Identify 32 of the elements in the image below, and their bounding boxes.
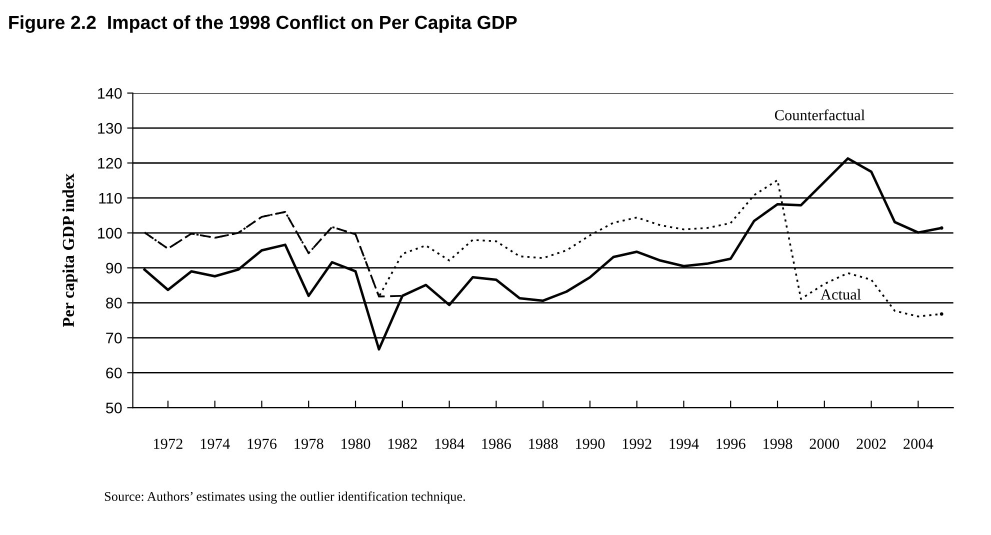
y-tick-label: 70 [106, 332, 122, 344]
x-tick-label: 1998 [764, 438, 792, 449]
series-label: Actual [820, 288, 861, 300]
x-tick-label: 2002 [856, 438, 886, 449]
x-tick-label: 1986 [482, 438, 511, 449]
y-tick-label: 120 [98, 158, 122, 169]
x-tick-label: 1988 [529, 438, 558, 449]
y-tick-label: 110 [99, 192, 122, 204]
y-tick-label: 100 [98, 228, 122, 239]
x-tick-label: 1978 [294, 438, 324, 449]
x-tick-label: 1972 [154, 438, 182, 449]
source-note: Source: Authors’ estimates using the outlier identification technique. [104, 491, 465, 504]
x-tick-label: 1982 [388, 438, 417, 449]
chart-title: Figure 2.2 Impact of the 1998 Conflict on Per Capita GDP [9, 15, 517, 33]
x-tick-label: 1990 [576, 438, 605, 449]
y-tick-label: 140 [98, 88, 122, 99]
y-tick-label: 60 [106, 368, 122, 378]
x-tick-label: 1974 [200, 438, 230, 449]
x-tick-label: 1984 [435, 438, 464, 449]
y-tick-label: 80 [106, 298, 122, 308]
x-tick-label: 1996 [716, 438, 746, 449]
y-tick-label: 130 [98, 122, 122, 134]
x-tick-label: 2000 [810, 438, 840, 449]
x-tick-label: 2004 [904, 438, 934, 449]
y-tick-label: 90 [106, 262, 122, 274]
text: Counterfactual [774, 109, 865, 120]
x-tick-label: 1980 [342, 438, 370, 449]
x-tick-label: 1994 [670, 438, 699, 449]
y-tick-label: 50 [106, 402, 122, 414]
x-tick-label: 1992 [622, 438, 652, 449]
x-tick-label: 1976 [248, 438, 277, 449]
y-axis-title: Per capita GDP index [62, 174, 78, 328]
